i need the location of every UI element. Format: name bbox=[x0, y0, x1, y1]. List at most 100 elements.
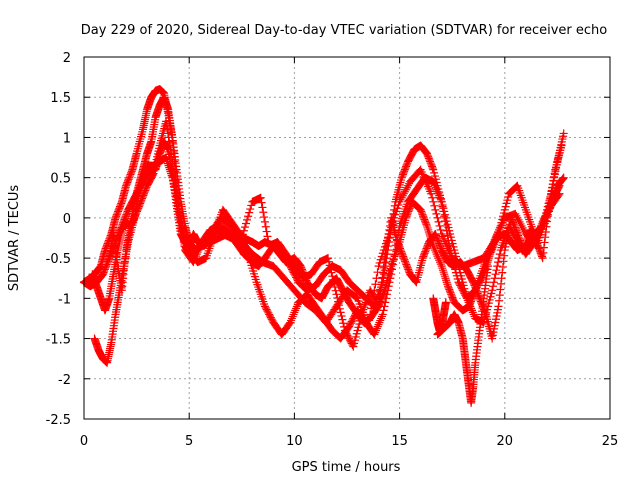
y-tick-label: -1 bbox=[58, 292, 71, 307]
data-point bbox=[325, 261, 334, 270]
data-point bbox=[438, 264, 447, 273]
data-point bbox=[371, 280, 380, 289]
data-point bbox=[512, 182, 521, 191]
series-track-6 bbox=[433, 262, 492, 407]
data-point bbox=[441, 274, 450, 283]
data-point bbox=[433, 252, 442, 261]
data-point bbox=[498, 268, 507, 277]
data-point bbox=[337, 312, 346, 321]
data-point bbox=[384, 234, 393, 242]
data-point bbox=[246, 205, 255, 214]
data-point bbox=[559, 173, 568, 182]
data-point bbox=[243, 215, 252, 224]
data-point bbox=[396, 195, 405, 204]
data-point bbox=[189, 258, 198, 267]
data-point bbox=[381, 250, 390, 259]
data-point bbox=[381, 298, 390, 307]
data-point bbox=[538, 219, 547, 228]
data-point bbox=[488, 286, 497, 295]
data-point bbox=[290, 308, 299, 317]
data-point bbox=[292, 302, 301, 311]
data-point bbox=[427, 236, 436, 245]
data-point bbox=[434, 217, 443, 226]
data-point bbox=[499, 257, 508, 266]
data-point bbox=[399, 189, 408, 198]
data-point bbox=[539, 217, 548, 226]
data-point bbox=[440, 270, 449, 279]
x-tick-label: 15 bbox=[391, 434, 408, 449]
data-point bbox=[379, 306, 388, 315]
data-point bbox=[163, 129, 172, 138]
data-point bbox=[429, 242, 438, 251]
data-point bbox=[259, 208, 268, 217]
data-point bbox=[397, 193, 406, 202]
x-tick-label: 20 bbox=[497, 434, 514, 449]
y-tick-label: 1.5 bbox=[50, 91, 71, 106]
data-point bbox=[426, 234, 435, 242]
x-tick-label: 0 bbox=[80, 434, 88, 449]
data-point bbox=[429, 177, 438, 186]
axis-ticks bbox=[83, 56, 611, 420]
data-point bbox=[435, 256, 444, 265]
data-point bbox=[239, 226, 248, 235]
data-point bbox=[494, 302, 503, 311]
x-axis-label: GPS time / hours bbox=[292, 460, 401, 475]
data-point bbox=[372, 326, 381, 335]
data-point bbox=[493, 262, 502, 271]
y-tick-labels: -2.5 -2 -1.5 -1 -0.5 0 0.5 1 1.5 2 bbox=[46, 51, 71, 428]
data-point bbox=[382, 246, 391, 255]
data-point bbox=[372, 274, 381, 283]
data-point bbox=[559, 129, 568, 138]
data-point bbox=[468, 308, 477, 317]
data-point bbox=[430, 201, 439, 210]
data-point bbox=[371, 328, 380, 337]
data-point bbox=[292, 304, 301, 313]
data-point bbox=[332, 290, 341, 299]
data-point bbox=[436, 195, 445, 204]
data-point bbox=[374, 320, 383, 329]
data-point bbox=[402, 183, 411, 192]
data-point bbox=[240, 223, 249, 232]
data-point bbox=[430, 181, 439, 190]
data-point bbox=[550, 169, 559, 178]
data-point bbox=[379, 263, 388, 272]
data-point bbox=[384, 229, 393, 238]
data-point bbox=[539, 243, 548, 252]
data-point bbox=[424, 225, 433, 234]
data-point bbox=[497, 279, 506, 288]
data-point bbox=[536, 223, 545, 232]
data-point bbox=[428, 164, 437, 173]
data-point bbox=[395, 197, 404, 206]
data-point bbox=[439, 268, 448, 277]
data-point bbox=[245, 208, 254, 217]
data-point bbox=[517, 221, 526, 230]
data-point bbox=[497, 274, 506, 283]
data-point bbox=[537, 221, 546, 230]
data-point bbox=[398, 191, 407, 200]
data-point bbox=[382, 242, 391, 251]
data-point bbox=[377, 312, 386, 321]
data-point bbox=[435, 193, 444, 202]
data-point bbox=[258, 203, 267, 212]
data-point bbox=[383, 238, 392, 247]
data-point bbox=[515, 217, 524, 226]
data-point bbox=[559, 174, 568, 183]
data-point bbox=[431, 205, 440, 214]
data-point bbox=[394, 226, 403, 235]
data-point bbox=[432, 250, 441, 259]
data-point bbox=[538, 254, 547, 263]
data-point bbox=[377, 278, 386, 287]
data-point bbox=[334, 297, 343, 306]
data-point bbox=[263, 232, 272, 241]
data-point bbox=[539, 248, 548, 257]
data-point bbox=[534, 229, 543, 238]
data-point bbox=[489, 282, 498, 291]
data-point bbox=[339, 319, 348, 328]
x-tick-label: 10 bbox=[286, 434, 303, 449]
data-point bbox=[422, 220, 431, 229]
data-point bbox=[518, 223, 527, 232]
data-point bbox=[324, 254, 333, 263]
data-point bbox=[548, 180, 557, 189]
data-point bbox=[289, 310, 298, 319]
data-point bbox=[373, 322, 382, 331]
